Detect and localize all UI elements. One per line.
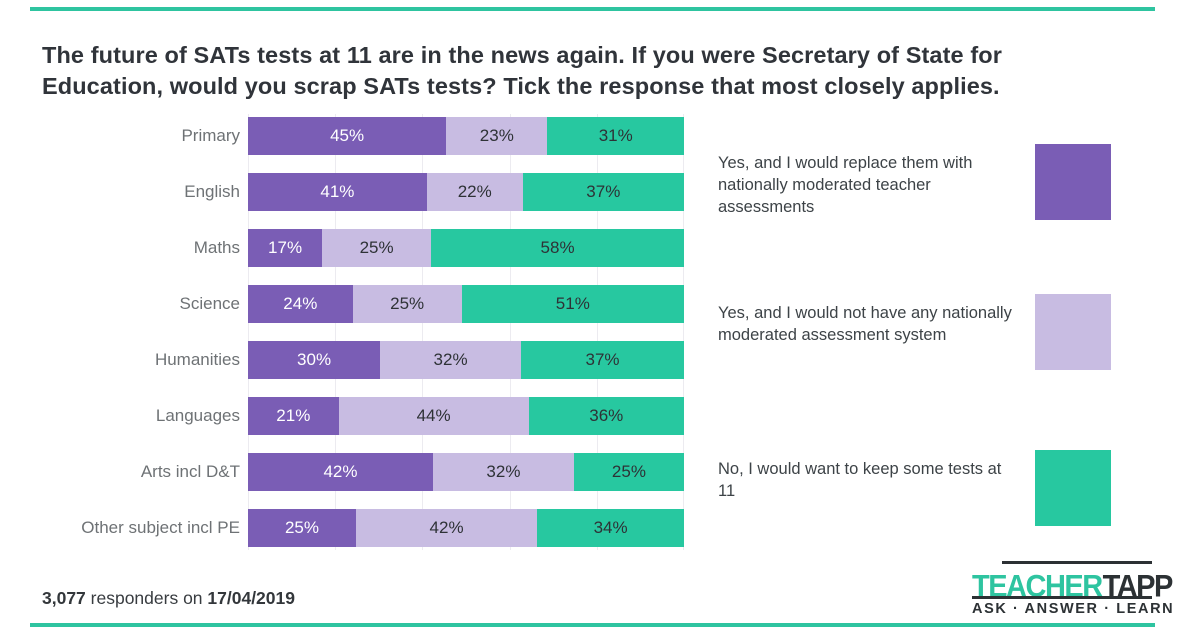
bar-segment: 34% — [537, 509, 684, 547]
chart-row: Science 24% 25% 51% — [0, 285, 684, 323]
chart-row: Arts incl D&T 42% 32% 25% — [0, 453, 684, 491]
bar-segment: 25% — [573, 453, 684, 491]
bar-track: 45% 23% 31% — [248, 117, 684, 155]
bar-segment: 25% — [248, 509, 356, 547]
legend-swatch — [1035, 294, 1111, 370]
bar-segment: 24% — [248, 285, 353, 323]
bar-track: 25% 42% 34% — [248, 509, 684, 547]
bar-segment: 25% — [322, 229, 432, 267]
category-label: Humanities — [154, 350, 240, 369]
chart-row: Humanities 30% 32% 37% — [0, 341, 684, 379]
gridline — [422, 114, 424, 550]
legend-label: No, I would want to keep some tests at 1… — [718, 460, 1002, 500]
responders-note: 3,077 responders on 17/04/2019 — [42, 588, 295, 609]
chart-row: Primary 45% 23% 31% — [0, 117, 684, 155]
bar-segment: 30% — [248, 341, 381, 379]
bar-segment: 17% — [248, 229, 323, 267]
responders-text: responders on — [85, 588, 208, 608]
legend-label: Yes, and I would not have any nationally… — [718, 304, 1012, 344]
category-label: Science — [179, 294, 240, 313]
chart-row: Other subject incl PE 25% 42% 34% — [0, 509, 684, 547]
legend-item: Yes, and I would not have any nationally… — [718, 294, 1118, 374]
logo-bottom-rule — [972, 596, 1152, 599]
bar-track: 24% 25% 51% — [248, 285, 684, 323]
stacked-bar-chart: Primary 45% 23% 31% English 41% 22% 37% Maths 17%… — [0, 117, 684, 547]
gridline — [683, 114, 684, 550]
category-label: Other subject incl PE — [81, 518, 240, 537]
category-label: Primary — [181, 126, 240, 145]
chart-row: English 41% 22% 37% — [0, 173, 684, 211]
legend-swatch — [1035, 450, 1111, 526]
bar-track: 30% 32% 37% — [248, 341, 684, 379]
category-label: Languages — [155, 406, 240, 425]
bar-track: 41% 22% 37% — [248, 173, 684, 211]
legend-swatch — [1035, 144, 1111, 220]
chart-title: The future of SATs tests at 11 are in th… — [42, 40, 1152, 102]
gridline — [248, 114, 249, 550]
bar-track: 17% 25% 58% — [248, 229, 684, 267]
bar-segment: 51% — [461, 285, 684, 323]
category-label: Arts incl D&T — [140, 462, 240, 481]
legend-item: No, I would want to keep some tests at 1… — [718, 450, 1118, 530]
gridline — [509, 114, 511, 550]
bar-segment: 23% — [446, 117, 548, 155]
logo-tagline: ASK · ANSWER · LEARN — [972, 601, 1175, 617]
bar-segment: 32% — [380, 341, 522, 379]
bar-segment: 37% — [521, 341, 684, 379]
category-label: English — [184, 182, 240, 201]
bar-segment: 37% — [522, 173, 684, 211]
bar-segment: 41% — [248, 173, 427, 211]
top-accent-rule — [30, 7, 1155, 11]
bar-segment: 32% — [432, 453, 574, 491]
chart-title-line2: Education, would you scrap SATs tests? T… — [42, 73, 1000, 99]
bar-track: 21% 44% 36% — [248, 397, 684, 435]
bar-segment: 42% — [248, 453, 433, 491]
bar-track: 42% 32% 25% — [248, 453, 684, 491]
bar-segment: 42% — [355, 509, 538, 547]
responders-count: 3,077 — [42, 588, 86, 608]
bottom-accent-rule — [30, 623, 1155, 627]
chart-row: Languages 21% 44% 36% — [0, 397, 684, 435]
chart-gridlines — [248, 114, 684, 550]
bar-segment: 44% — [338, 397, 529, 435]
chart-row: Maths 17% 25% 58% — [0, 229, 684, 267]
category-label: Maths — [193, 238, 240, 257]
bar-segment: 31% — [547, 117, 684, 155]
bar-segment: 36% — [528, 397, 684, 435]
bar-segment: 45% — [248, 117, 447, 155]
bar-segment: 21% — [248, 397, 339, 435]
gridline — [596, 114, 598, 550]
chart-title-line1: The future of SATs tests at 11 are in th… — [42, 42, 1002, 68]
gridline — [335, 114, 337, 550]
bar-segment: 58% — [431, 229, 684, 267]
bar-segment: 25% — [352, 285, 462, 323]
responders-date: 17/04/2019 — [207, 588, 295, 608]
legend-label: Yes, and I would replace them with natio… — [718, 154, 973, 216]
legend-item: Yes, and I would replace them with natio… — [718, 144, 1118, 224]
bar-segment: 22% — [426, 173, 523, 211]
logo-top-rule — [1002, 561, 1152, 564]
